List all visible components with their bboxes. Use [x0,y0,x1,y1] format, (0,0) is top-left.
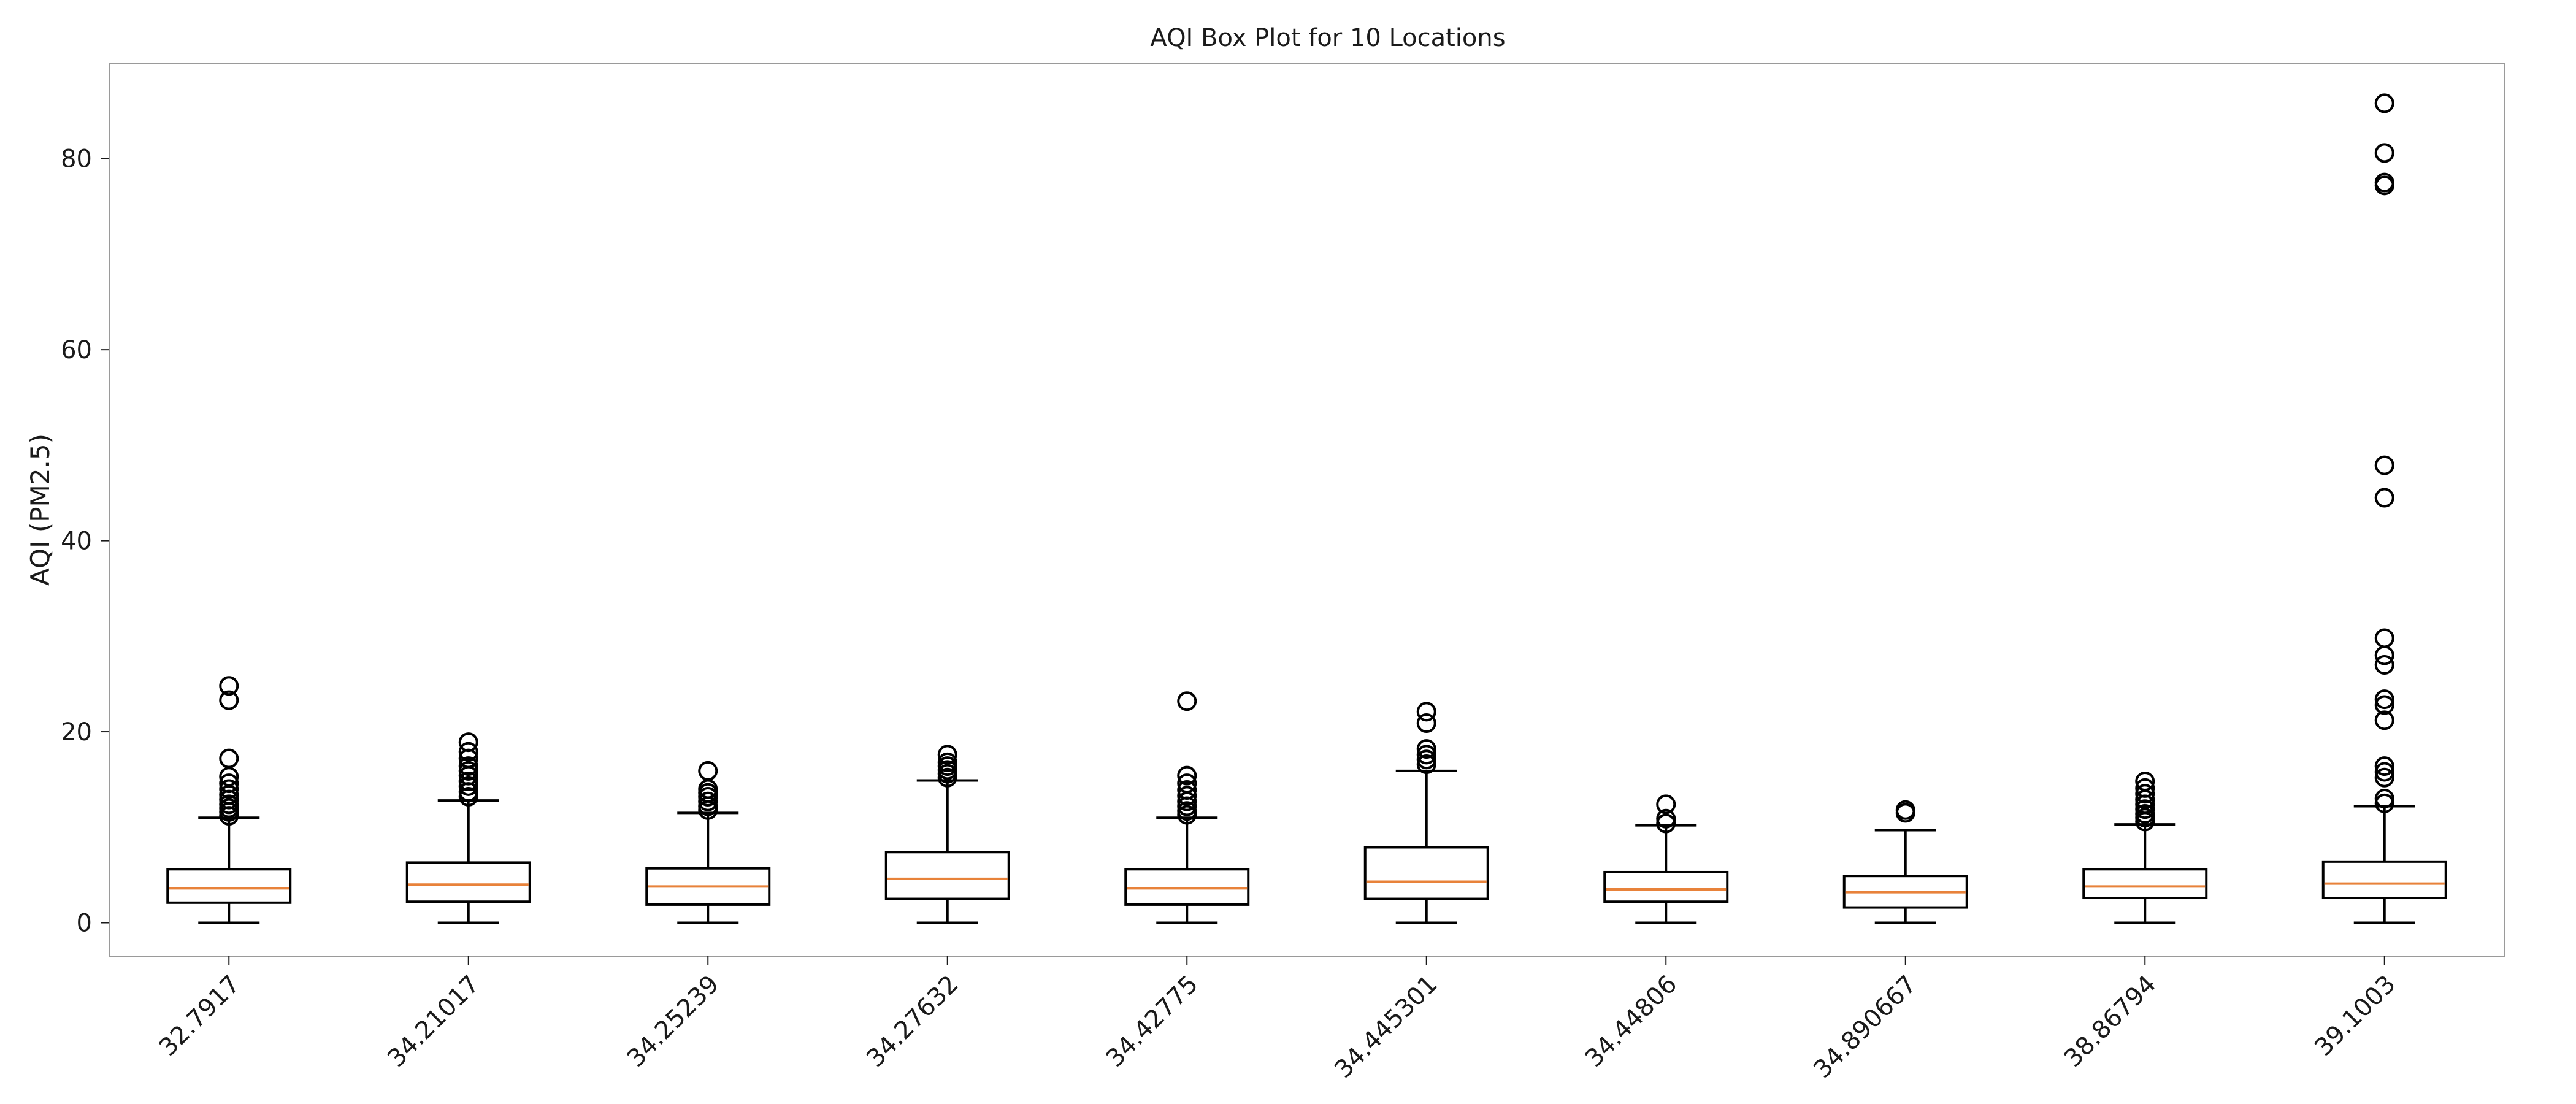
box-item-32.7917 [166,676,292,924]
y-axis-label: AQI (PM2.5) [25,434,55,586]
outlier-point [458,732,478,753]
iqr-box [1603,870,1729,903]
outlier-point [1177,786,1197,806]
x-tick-label: 34.44806 [1580,970,1682,1073]
outlier-point [1416,702,1436,722]
outlier-point [2374,172,2394,193]
outlier-point [2135,784,2155,804]
y-tick-label: 40 [61,527,92,556]
outlier-point [1177,801,1197,821]
outlier-point [458,756,478,776]
iqr-box [2321,860,2447,900]
chart-title: AQI Box Plot for 10 Locations [1150,24,1505,52]
outlier-point [2374,455,2394,475]
outlier-point [458,742,478,762]
outlier-point [458,786,478,807]
box-item-34.445301 [1363,702,1489,924]
box-item-34.42775 [1124,691,1250,924]
box-item-34.21017 [405,732,531,924]
outlier-point [1656,808,1676,829]
y-tick-label: 80 [61,145,92,174]
x-tick-label: 34.25239 [622,970,724,1073]
x-axis-ticks: 32.7917 34.21017 34.25239 34.27632 34.42775 3… [154,956,2401,1084]
y-tick-label: 60 [61,336,92,364]
outlier-point [2374,756,2394,776]
outlier-point [2374,93,2394,113]
outlier-point [2374,710,2394,730]
outlier-point [219,690,239,710]
outlier-point [219,748,239,769]
x-tick-label: 34.890667 [1808,970,1922,1084]
outlier-point [1416,754,1436,774]
outlier-point [458,761,478,781]
x-tick-label: 39.1003 [2309,970,2401,1062]
outlier-point [219,676,239,696]
outlier-point [1177,691,1197,711]
outlier-point [2374,793,2394,813]
iqr-box [1124,868,1250,906]
iqr-box [1363,846,1489,900]
x-tick-label: 34.21017 [382,970,485,1073]
box-item-34.25239 [645,761,771,924]
outlier-point [1656,794,1676,815]
iqr-box [884,851,1010,900]
outlier-point [458,772,478,792]
outlier-point [2374,767,2394,788]
outlier-point [2374,789,2394,809]
outlier-point [2135,803,2155,824]
iqr-box [405,861,531,903]
outlier-point [2374,488,2394,508]
y-tick-label: 0 [77,909,92,937]
outlier-point [2374,143,2394,163]
x-tick-label: 38.86794 [2059,970,2161,1073]
x-tick-label: 34.42775 [1101,970,1203,1073]
outlier-point [1177,773,1197,794]
outlier-point [219,773,239,794]
box-item-38.86794 [2082,772,2208,924]
outlier-point [2135,778,2155,798]
x-tick-label: 34.27632 [861,970,964,1073]
outlier-point [1895,800,1915,820]
outlier-point [458,776,478,796]
plot-frame [109,63,2505,957]
x-tick-label: 34.445301 [1329,970,1443,1084]
outlier-point [2374,655,2394,675]
outlier-point [1416,713,1436,734]
outlier-point [1177,780,1197,800]
iqr-box [2082,868,2208,900]
outlier-point [219,779,239,799]
outlier-point [1656,813,1676,834]
outlier-point [698,761,718,781]
y-tick-label: 20 [61,718,92,746]
x-tick-label: 32.7917 [154,970,245,1062]
outlier-point [698,791,718,811]
box-series [166,93,2447,924]
outlier-point [2135,799,2155,819]
outlier-point [2374,695,2394,715]
outlier-point [1416,739,1436,759]
outlier-point [937,752,957,772]
outlier-point [1416,745,1436,765]
outlier-point [2135,772,2155,792]
outlier-point [2374,762,2394,782]
outlier-point [2374,628,2394,648]
outlier-point [2374,689,2394,710]
y-axis-ticks: 0 20 40 60 80 [61,145,109,937]
box-item-39.1003 [2321,93,2447,924]
box-item-34.890667 [1842,800,1968,924]
outlier-point [937,745,957,765]
iqr-box [166,868,292,904]
box-item-34.44806 [1603,794,1729,924]
outlier-point [1416,749,1436,770]
box-item-34.27632 [884,745,1010,924]
outlier-point [219,794,239,815]
outlier-point [1177,765,1197,786]
